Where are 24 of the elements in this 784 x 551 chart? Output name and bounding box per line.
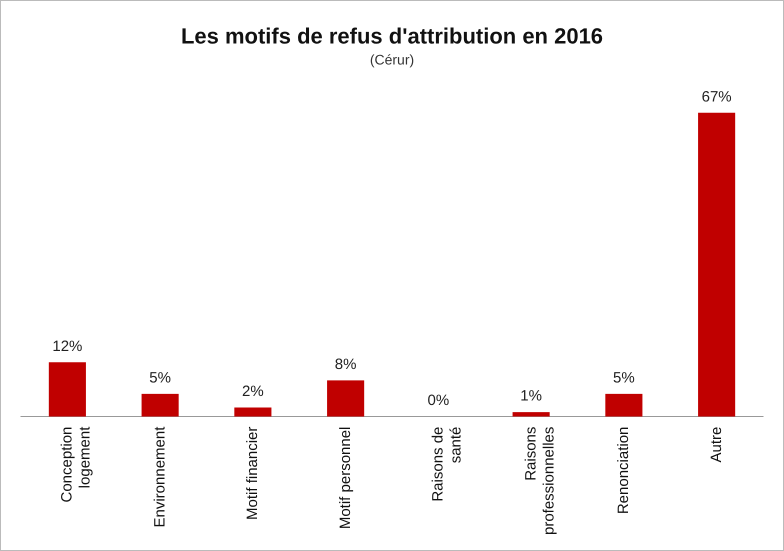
- data-label: 2%: [242, 383, 264, 400]
- data-label: 0%: [428, 392, 450, 410]
- x-tick-label: Environnement: [151, 426, 168, 528]
- x-tick-label: Conception logement: [58, 426, 94, 502]
- chart-subtitle: (Cérur): [370, 52, 414, 68]
- bar: [142, 394, 179, 417]
- data-label: 8%: [334, 356, 356, 373]
- bar: [48, 362, 86, 417]
- data-label: 67%: [702, 88, 732, 106]
- x-tick-label: Autre: [708, 426, 725, 462]
- x-tick-label: Renonciation: [615, 426, 632, 514]
- bar: [698, 112, 736, 417]
- data-label: 1%: [520, 388, 542, 405]
- bar: [234, 408, 272, 417]
- bar: [327, 380, 364, 417]
- data-label: 12%: [52, 338, 82, 355]
- x-tick-label: Motif personnel: [336, 426, 354, 530]
- x-tick-label: Motif financier: [244, 426, 262, 520]
- data-label: 5%: [149, 370, 171, 387]
- bar: [512, 412, 550, 417]
- data-label: 5%: [613, 370, 635, 387]
- chart-title: Les motifs de refus d'attribution en 2016: [180, 23, 604, 48]
- x-tick-label: Raisons de santé: [430, 426, 465, 502]
- bar: [605, 394, 642, 417]
